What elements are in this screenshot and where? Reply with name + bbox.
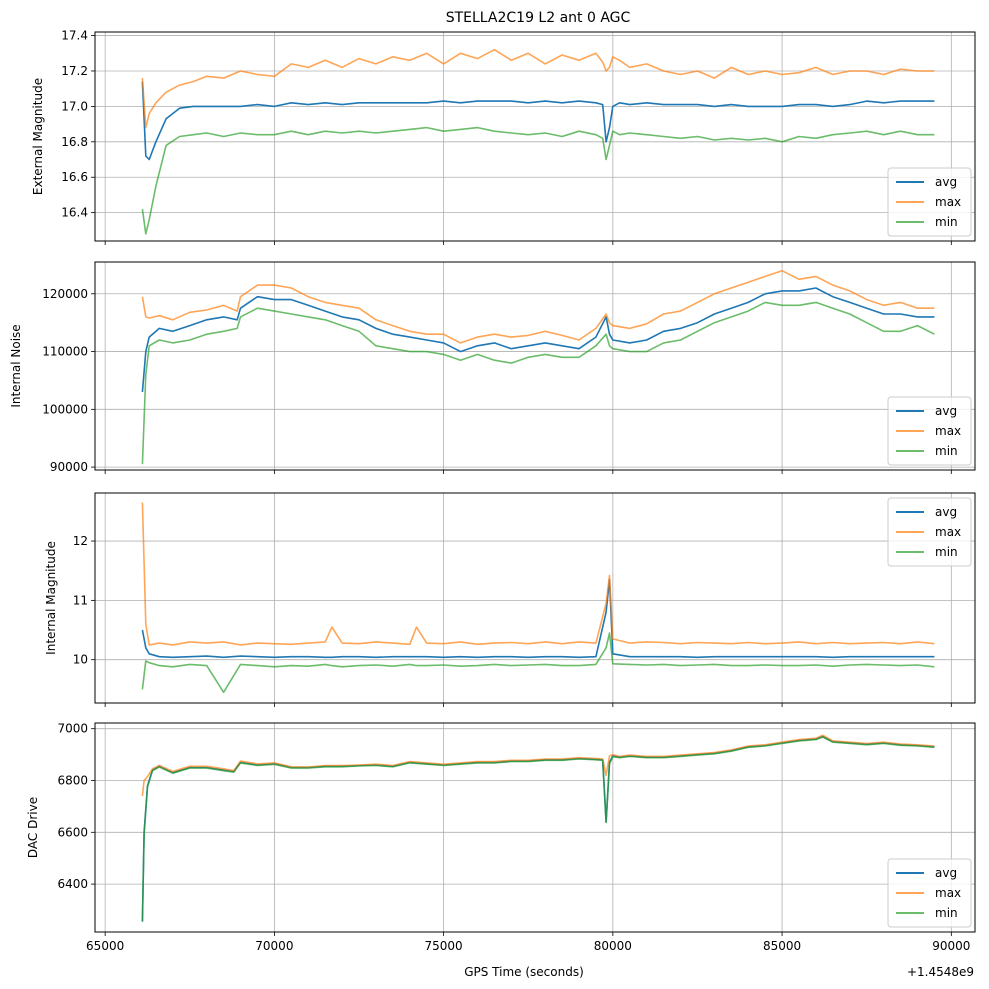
y-tick-label: 17.2 xyxy=(61,64,88,78)
legend-label-max: max xyxy=(935,195,961,209)
x-tick-label: 75000 xyxy=(425,939,463,953)
legend: avg max min xyxy=(887,497,972,567)
panels: 16.4 16.6 16.8 17.0 17.2 17.4 External Magnitu… xyxy=(9,29,976,953)
y-axis-label: External Magnitude xyxy=(31,78,45,195)
y-axis-label: Internal Magnitude xyxy=(44,541,58,655)
legend-label-avg: avg xyxy=(935,505,957,519)
axes-frame xyxy=(94,261,976,471)
series-line-avg xyxy=(141,287,935,393)
axes-frame xyxy=(94,31,976,242)
y-tick-label: 16.4 xyxy=(61,206,88,220)
y-tick-label: 100000 xyxy=(42,402,88,416)
x-tick-label: 80000 xyxy=(594,939,632,953)
series-line-min xyxy=(141,126,935,235)
legend-box xyxy=(887,497,972,567)
legend: avg max min xyxy=(887,167,972,237)
legend-label-min: min xyxy=(935,444,958,458)
legend-label-max: max xyxy=(935,525,961,539)
panel-4: 65000 70000 75000 80000 85000 90000 6400 6600 68… xyxy=(26,722,976,953)
legend-label-avg: avg xyxy=(935,866,957,880)
series-line-max xyxy=(141,48,935,129)
panel-2: 90000 100000 110000 120000 Internal Noise avg… xyxy=(9,261,976,474)
y-tick-label: 17.0 xyxy=(61,99,88,113)
y-axis-label: DAC Drive xyxy=(26,797,40,858)
legend-label-max: max xyxy=(935,886,961,900)
legend-box xyxy=(887,167,972,237)
legend-label-max: max xyxy=(935,424,961,438)
legend-label-min: min xyxy=(935,545,958,559)
legend-label-avg: avg xyxy=(935,404,957,418)
axes-frame xyxy=(94,722,976,933)
legend-label-min: min xyxy=(935,215,958,229)
legend: avg max min xyxy=(887,858,972,928)
x-axis-label: GPS Time (seconds) xyxy=(464,965,584,979)
y-tick-label: 16.6 xyxy=(61,170,88,184)
axes-frame xyxy=(94,492,976,704)
legend-label-avg: avg xyxy=(935,175,957,189)
legend: avg max min xyxy=(887,396,972,466)
y-tick-label: 10 xyxy=(73,653,88,667)
legend-label-min: min xyxy=(935,906,958,920)
y-tick-label: 6800 xyxy=(57,773,88,787)
x-tick-label: 90000 xyxy=(932,939,970,953)
x-offset-label: +1.4548e9 xyxy=(907,965,974,979)
series-line-max xyxy=(141,269,935,344)
legend-box xyxy=(887,396,972,466)
series-line-min xyxy=(141,632,935,694)
x-tick-label: 65000 xyxy=(86,939,124,953)
y-tick-label: 6600 xyxy=(57,825,88,839)
x-tick-label: 70000 xyxy=(255,939,293,953)
series-line-max xyxy=(141,502,935,646)
figure-title: STELLA2C19 L2 ant 0 AGC xyxy=(446,10,631,26)
y-tick-label: 11 xyxy=(73,593,88,607)
y-axis-label: Internal Noise xyxy=(9,324,23,407)
y-tick-label: 12 xyxy=(73,534,88,548)
y-tick-label: 120000 xyxy=(42,287,88,301)
y-tick-label: 6400 xyxy=(57,877,88,891)
y-tick-label: 17.4 xyxy=(61,29,88,43)
y-tick-label: 7000 xyxy=(57,722,88,736)
series-line-min xyxy=(141,301,935,465)
y-tick-label: 90000 xyxy=(50,460,88,474)
series-line-avg xyxy=(141,578,935,659)
series-line-max xyxy=(141,734,935,797)
panel-3: 10 11 12 Internal Magnitude avg max min xyxy=(44,492,976,707)
y-tick-label: 16.8 xyxy=(61,135,88,149)
legend-box xyxy=(887,858,972,928)
panel-1: 16.4 16.6 16.8 17.0 17.2 17.4 External Magnitu… xyxy=(31,29,976,245)
series-line-min xyxy=(141,736,935,922)
y-tick-label: 110000 xyxy=(42,345,88,359)
x-tick-label: 85000 xyxy=(763,939,801,953)
series-line-avg xyxy=(141,81,935,161)
